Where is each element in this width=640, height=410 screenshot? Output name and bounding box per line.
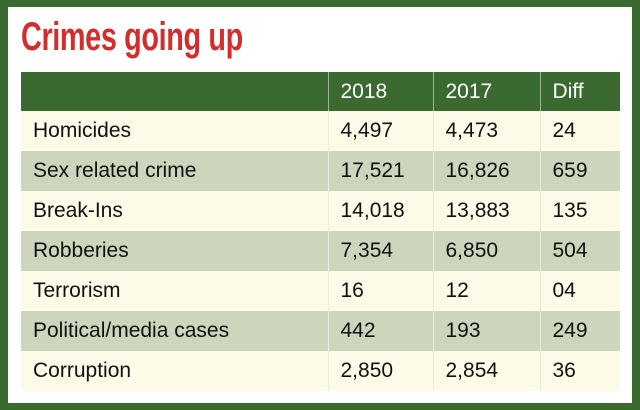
table-cell: 16,826 — [432, 151, 540, 191]
table-row: Political/media cases 442 193 249 — [21, 311, 620, 351]
table-row: Terrorism 16 12 04 — [21, 271, 620, 311]
table-cell: 13,883 — [432, 191, 540, 231]
table-row: Break-Ins 14,018 13,883 135 — [21, 191, 620, 231]
table-cell: 36 — [539, 351, 620, 391]
chart-title: Crimes going up — [21, 15, 243, 59]
table-cell: 4,497 — [327, 111, 433, 151]
table-cell: 2,850 — [327, 351, 433, 391]
row-label: Break-Ins — [21, 191, 328, 231]
table-cell: 12 — [432, 271, 540, 311]
table-cell: 193 — [432, 311, 540, 351]
crime-table: 2018 2017 Diff Homicides 4,497 4,473 24 Sex re… — [21, 72, 620, 391]
row-label: Political/media cases — [21, 311, 328, 351]
table-cell: 504 — [539, 231, 620, 271]
table-cell: 24 — [539, 111, 620, 151]
row-label: Corruption — [21, 351, 328, 391]
table-cell: 17,521 — [327, 151, 433, 191]
row-label: Robberies — [21, 231, 328, 271]
table-cell: 249 — [539, 311, 620, 351]
table-cell: 442 — [327, 311, 433, 351]
table-cell: 16 — [327, 271, 433, 311]
row-label: Homicides — [21, 111, 328, 151]
table-cell: 659 — [539, 151, 620, 191]
table-cell: 7,354 — [327, 231, 433, 271]
table-cell: 6,850 — [432, 231, 540, 271]
table-cell: 4,473 — [432, 111, 540, 151]
table-row: Homicides 4,497 4,473 24 — [21, 111, 620, 151]
column-header: Diff — [539, 72, 620, 111]
table-cell: 04 — [539, 271, 620, 311]
table-row: Robberies 7,354 6,850 504 — [21, 231, 620, 271]
header-row: 2018 2017 Diff — [21, 72, 620, 111]
column-header: 2017 — [432, 72, 540, 111]
table-cell: 14,018 — [327, 191, 433, 231]
table-row: Corruption 2,850 2,854 36 — [21, 351, 620, 391]
table-cell: 2,854 — [432, 351, 540, 391]
table-cell: 135 — [539, 191, 620, 231]
column-header — [21, 72, 328, 111]
column-header: 2018 — [327, 72, 433, 111]
table-row: Sex related crime 17,521 16,826 659 — [21, 151, 620, 191]
row-label: Terrorism — [21, 271, 328, 311]
row-label: Sex related crime — [21, 151, 328, 191]
